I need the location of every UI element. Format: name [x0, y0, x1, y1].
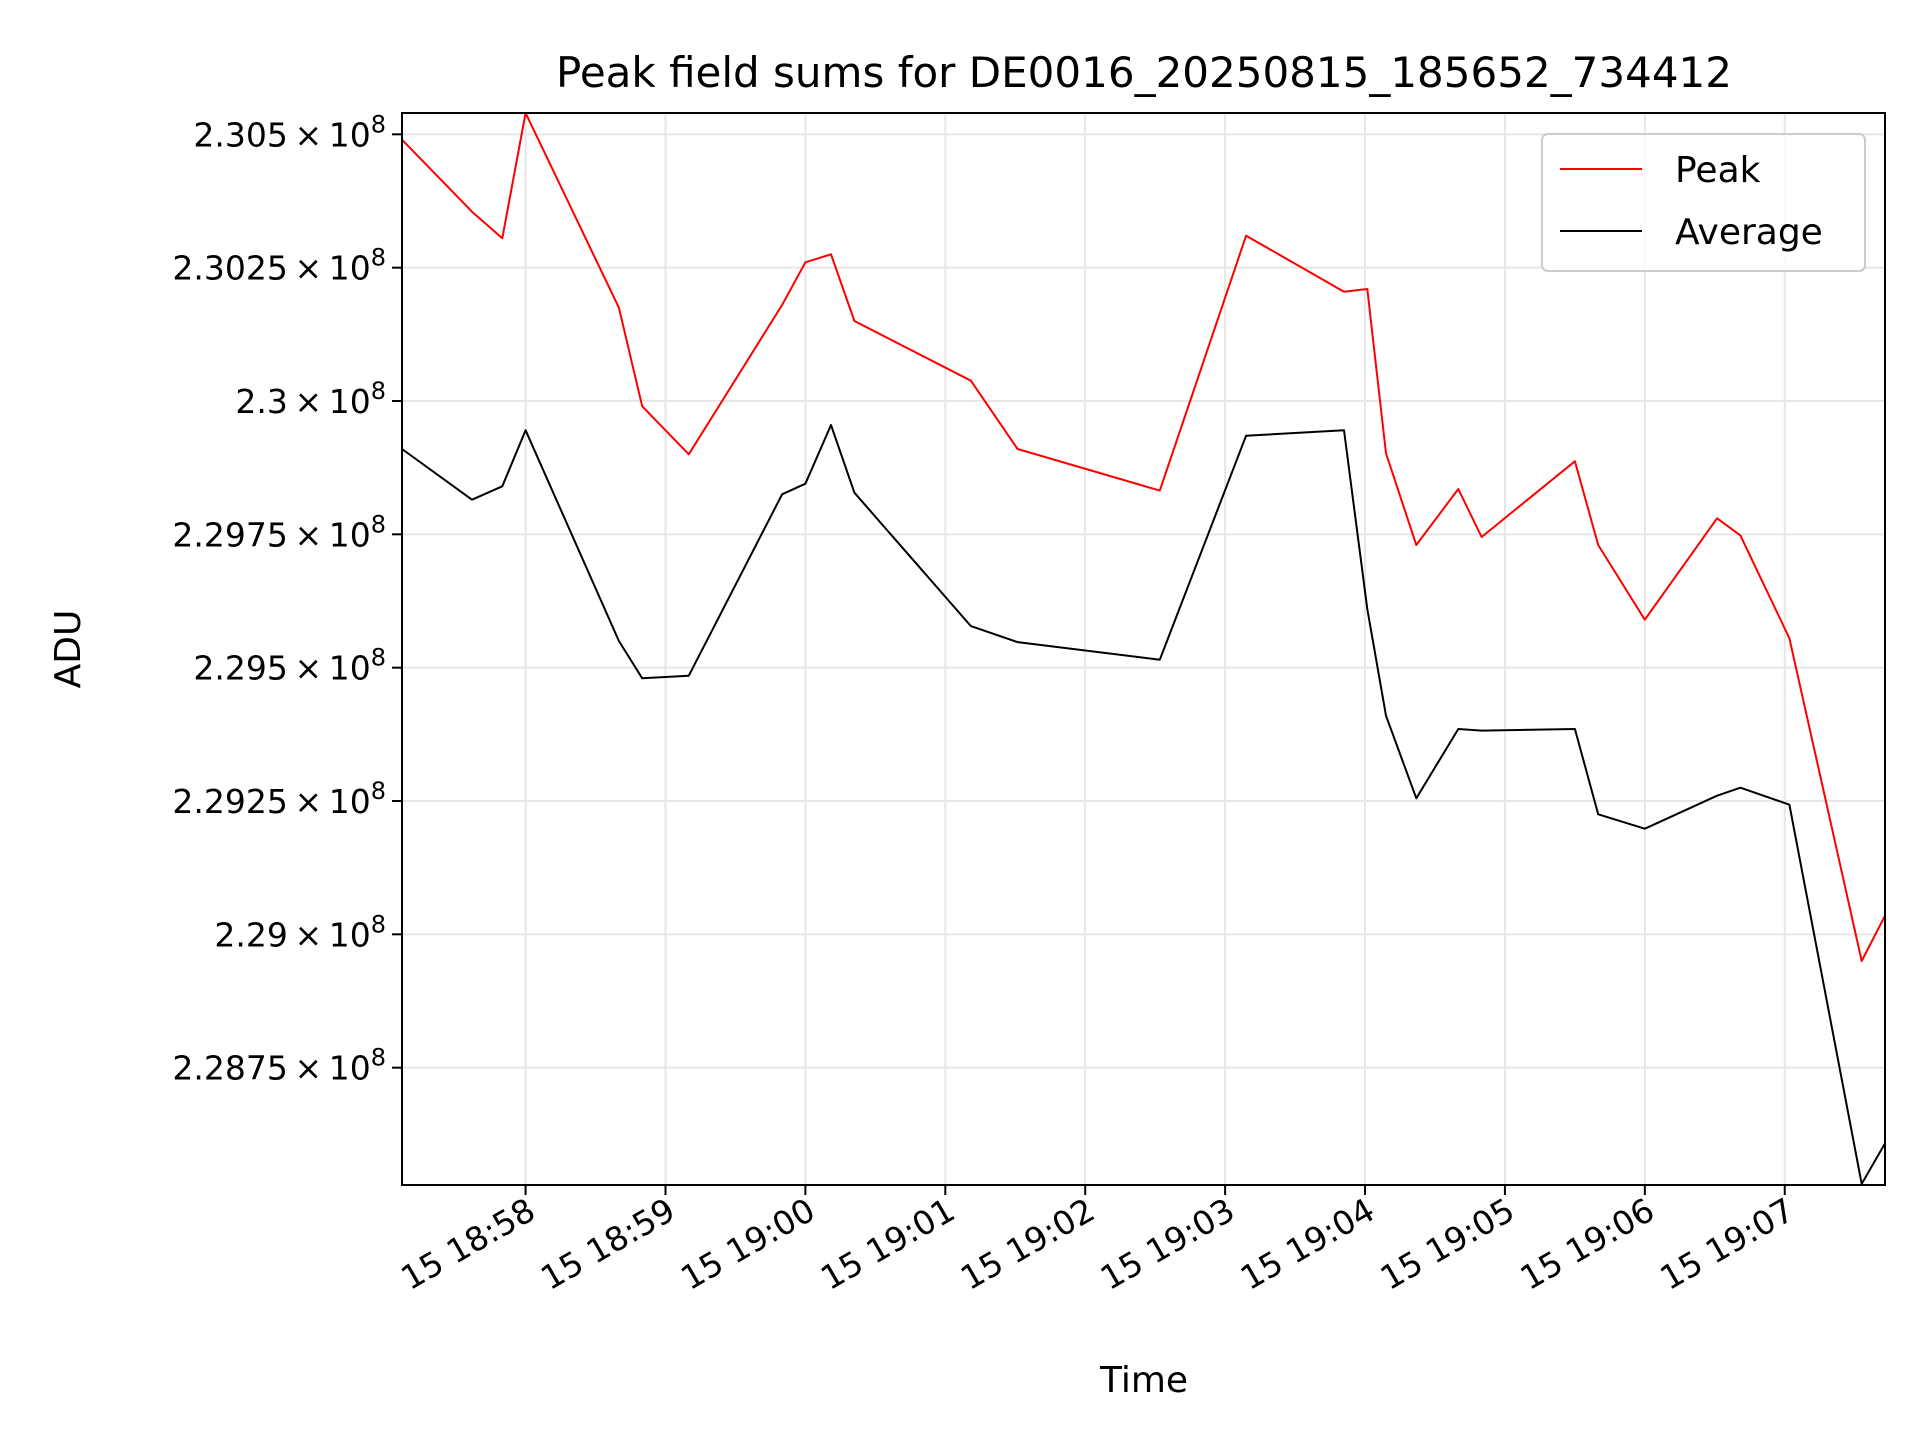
y-tick-label: 2.295 × 108 — [193, 644, 386, 688]
y-tick-label: 2.305 × 108 — [193, 110, 386, 154]
series-lines — [401, 112, 1886, 1185]
x-axis-label: Time — [1099, 1360, 1188, 1401]
legend-label-peak: Peak — [1675, 150, 1761, 191]
y-tick-label: 2.2975 × 108 — [172, 510, 386, 554]
y-axis-label: ADU — [48, 610, 89, 689]
y-axis: 2.2875 × 108 2.29 × 108 2.2925 × 108 2.295 … — [172, 110, 402, 1088]
chart-title: Peak field sums for DE0016_20250815_1856… — [556, 48, 1732, 97]
plot-area-frame — [401, 112, 1886, 1186]
series-line-peak — [401, 112, 1886, 962]
y-tick-label: 2.29 × 108 — [214, 910, 386, 954]
y-tick-label: 2.3025 × 108 — [172, 244, 386, 288]
y-tick-label: 2.2925 × 108 — [172, 777, 386, 821]
series-line-average — [401, 424, 1886, 1185]
y-tick-label: 2.3 × 108 — [235, 377, 386, 421]
legend-label-average: Average — [1675, 212, 1823, 253]
y-tick-label: 2.2875 × 108 — [172, 1044, 386, 1088]
grid — [402, 113, 1885, 1185]
legend: Peak Average — [1541, 133, 1866, 272]
